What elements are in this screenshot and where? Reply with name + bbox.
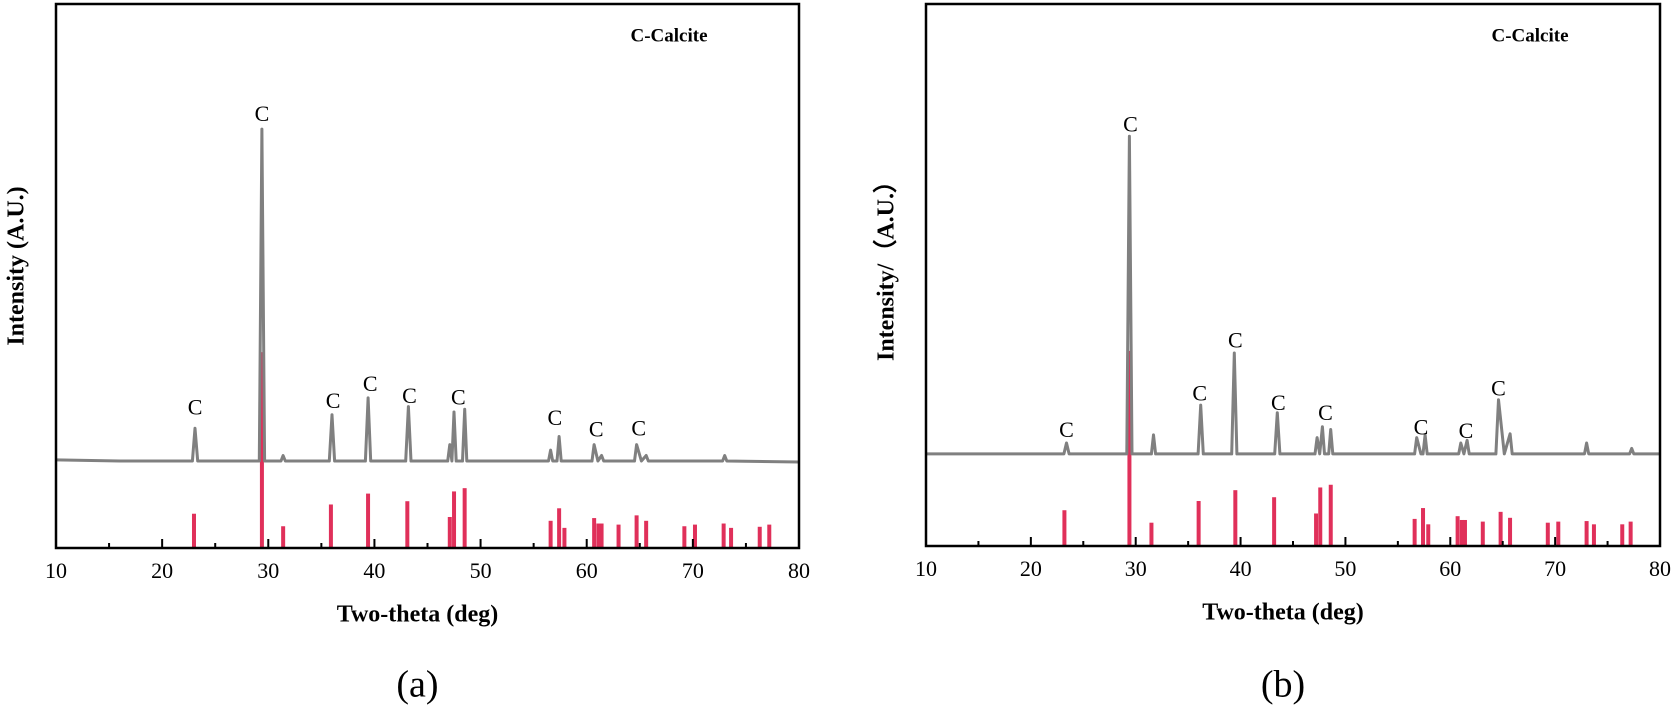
peak-label: C bbox=[1414, 415, 1429, 440]
x-tick-label: 20 bbox=[1020, 556, 1042, 581]
x-tick-label: 80 bbox=[788, 558, 810, 583]
reference-stick bbox=[1272, 497, 1277, 546]
legend-text: C-Calcite bbox=[630, 25, 707, 46]
x-tick-label: 50 bbox=[470, 558, 492, 583]
reference-stick bbox=[1314, 513, 1319, 546]
reference-stick bbox=[767, 524, 772, 548]
x-tick-label: 30 bbox=[1125, 556, 1147, 581]
x-tick-label: 60 bbox=[576, 558, 598, 583]
reference-stick bbox=[1508, 517, 1513, 546]
reference-stick bbox=[1480, 521, 1485, 546]
panel-label: (b) bbox=[1261, 664, 1305, 706]
plot-frame bbox=[924, 2, 1662, 548]
reference-stick bbox=[634, 515, 639, 548]
peak-label: C bbox=[1228, 327, 1243, 352]
reference-stick bbox=[596, 523, 601, 548]
peak-label: C bbox=[255, 101, 270, 126]
reference-stick bbox=[191, 513, 196, 548]
reference-stick bbox=[259, 352, 264, 548]
x-tick-label: 40 bbox=[1230, 556, 1252, 581]
peak-label: C bbox=[188, 394, 203, 419]
reference-stick bbox=[1196, 501, 1201, 546]
reference-stick bbox=[447, 516, 452, 548]
reference-stick bbox=[1412, 518, 1417, 546]
reference-stick bbox=[1498, 511, 1503, 546]
reference-stick bbox=[644, 520, 649, 548]
x-tick-label: 70 bbox=[682, 558, 704, 583]
reference-stick bbox=[1318, 487, 1323, 546]
legend-text: C-Calcite bbox=[1491, 25, 1568, 46]
y-axis-title: Intensity/（A.U.） bbox=[873, 169, 900, 361]
reference-stick bbox=[328, 504, 333, 548]
peak-label: C bbox=[1459, 418, 1474, 443]
reference-stick bbox=[548, 520, 553, 548]
reference-stick bbox=[1459, 519, 1464, 546]
reference-stick bbox=[405, 501, 410, 548]
x-tick-label: 30 bbox=[257, 558, 279, 583]
reference-stick bbox=[729, 527, 734, 548]
reference-stick bbox=[1545, 522, 1550, 546]
reference-stick bbox=[1556, 521, 1561, 546]
reference-stick bbox=[1628, 521, 1633, 546]
reference-stick bbox=[682, 526, 687, 548]
reference-stick bbox=[599, 523, 604, 548]
peak-label: C bbox=[631, 416, 646, 441]
peak-label: C bbox=[363, 371, 378, 396]
reference-stick bbox=[616, 524, 621, 548]
peak-label: C bbox=[451, 385, 466, 410]
x-tick-label: 10 bbox=[915, 556, 937, 581]
plot-frame bbox=[54, 2, 801, 550]
panel-label: (a) bbox=[396, 664, 438, 706]
x-tick-label: 40 bbox=[363, 558, 385, 583]
peak-label: C bbox=[589, 417, 604, 442]
reference-stick bbox=[757, 526, 762, 548]
reference-stick bbox=[281, 526, 286, 548]
x-tick-label: 20 bbox=[151, 558, 173, 583]
xrd-pattern bbox=[926, 134, 1660, 456]
reference-stick bbox=[721, 523, 726, 548]
x-tick-label: 10 bbox=[45, 558, 67, 583]
reference-stick bbox=[366, 493, 371, 548]
reference-stick bbox=[1127, 350, 1132, 546]
reference-stick bbox=[692, 524, 697, 548]
reference-stick bbox=[592, 518, 597, 548]
x-tick-label: 50 bbox=[1334, 556, 1356, 581]
peak-label: C bbox=[1271, 390, 1286, 415]
peak-label: C bbox=[1123, 112, 1138, 137]
reference-stick bbox=[1426, 524, 1431, 546]
reference-stick bbox=[1421, 508, 1426, 546]
peak-label: C bbox=[1318, 400, 1333, 425]
reference-stick bbox=[462, 488, 467, 548]
reference-stick bbox=[557, 508, 562, 548]
reference-stick bbox=[1455, 516, 1460, 546]
reference-stick bbox=[1462, 519, 1467, 546]
x-axis-title: Two-theta (deg) bbox=[1202, 600, 1364, 626]
peak-label: C bbox=[326, 388, 341, 413]
reference-stick bbox=[1328, 484, 1333, 546]
reference-stick bbox=[1591, 524, 1596, 546]
peak-label: C bbox=[548, 405, 563, 430]
peak-label: C bbox=[402, 383, 417, 408]
xrd-pattern bbox=[55, 127, 800, 464]
reference-stick bbox=[1062, 510, 1067, 546]
peak-label: C bbox=[1491, 375, 1506, 400]
reference-stick bbox=[562, 527, 567, 548]
peak-label: C bbox=[1192, 380, 1207, 405]
reference-stick bbox=[452, 491, 457, 548]
reference-stick bbox=[1149, 522, 1154, 546]
peak-label: C bbox=[1059, 417, 1074, 442]
x-tick-label: 60 bbox=[1439, 556, 1461, 581]
x-tick-label: 80 bbox=[1649, 556, 1671, 581]
x-axis-title: Two-theta (deg) bbox=[337, 602, 499, 628]
reference-stick bbox=[1584, 521, 1589, 546]
x-tick-label: 70 bbox=[1544, 556, 1566, 581]
reference-stick bbox=[1233, 490, 1238, 546]
reference-stick bbox=[1620, 524, 1625, 546]
y-axis-title: Intensity (A.U.) bbox=[4, 186, 30, 345]
